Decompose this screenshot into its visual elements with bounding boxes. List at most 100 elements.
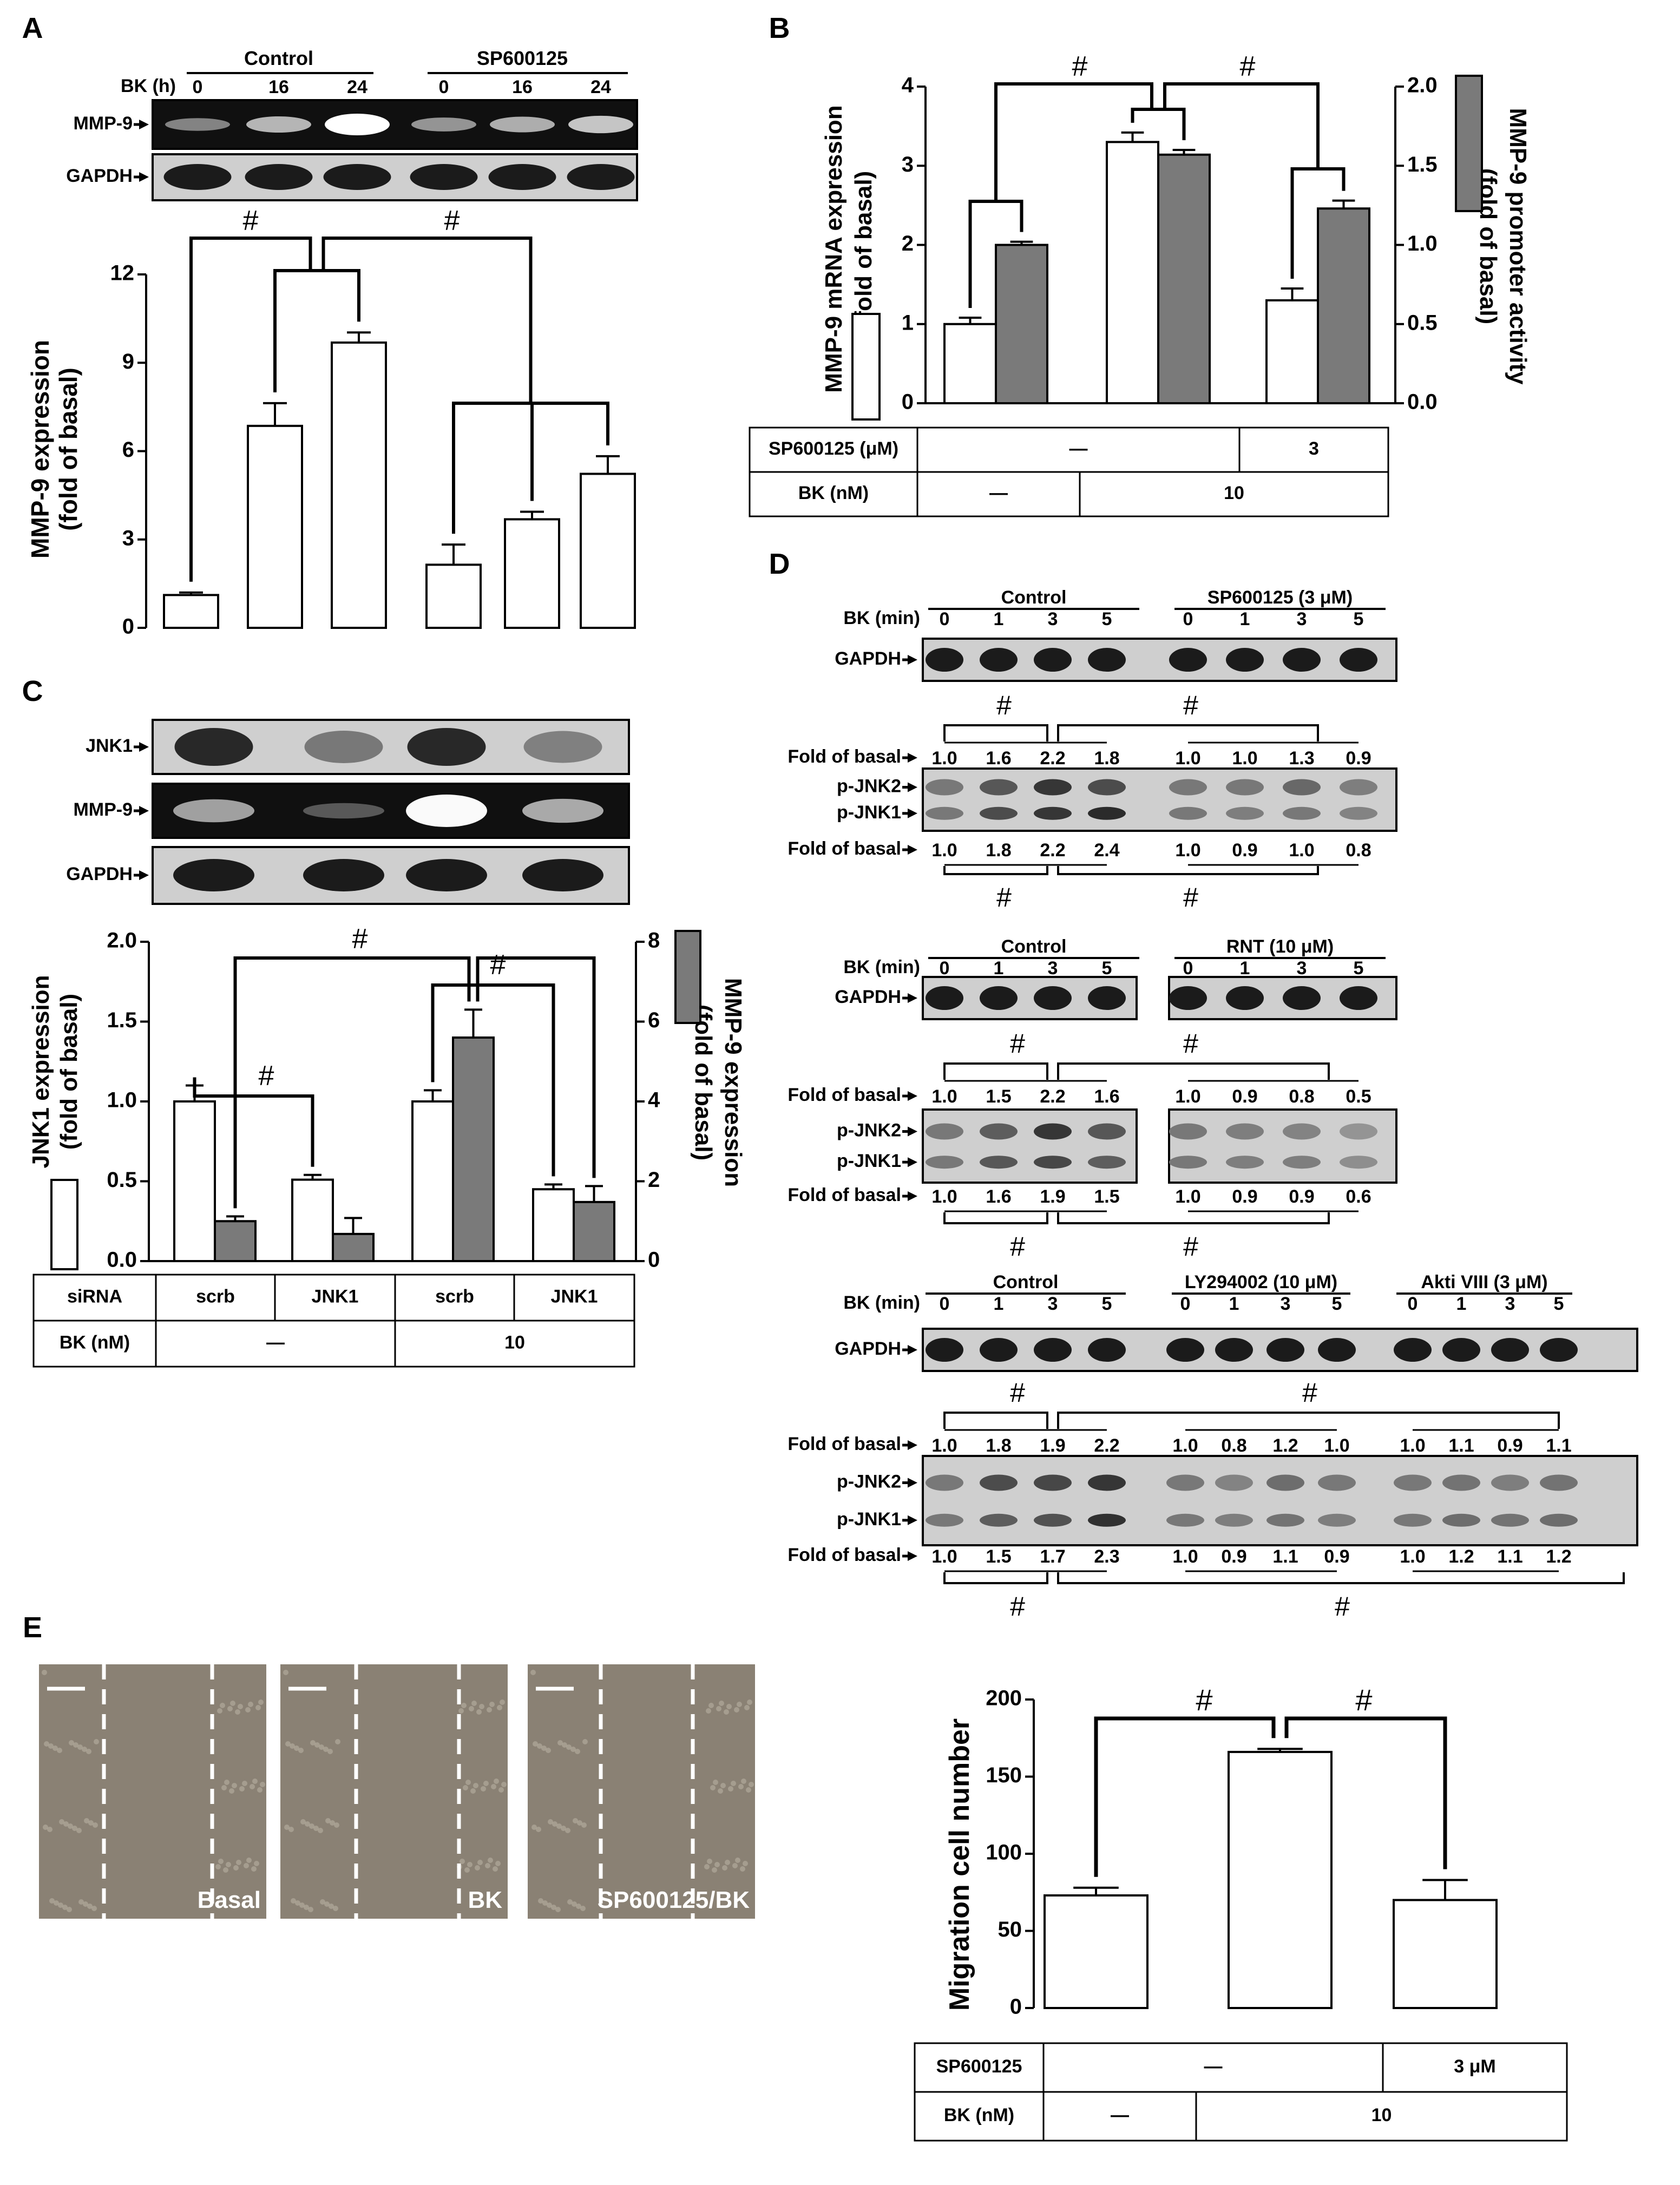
fold-value-jnk1: 1.9 (1040, 1186, 1065, 1207)
pjnk1-band (1166, 1513, 1204, 1527)
d-sig-mark: # (1010, 1377, 1025, 1408)
c-y-axis-left-tick-label: 0.5 (107, 1168, 137, 1192)
fold-value-jnk2: 0.9 (1232, 1086, 1257, 1107)
gapdh-band (245, 164, 313, 190)
b-bar-mrna (1106, 141, 1159, 404)
cell-texture (295, 1900, 300, 1906)
cell-texture (495, 1861, 501, 1866)
cell-texture (722, 1865, 727, 1871)
cell-texture (224, 1780, 229, 1785)
b-y-axis-left-tick-label: 2 (902, 232, 914, 255)
fold-value-jnk1: 1.2 (1448, 1546, 1474, 1567)
cell-texture (320, 1899, 325, 1905)
cell-texture (565, 1828, 570, 1833)
lane-label: 1 (1229, 1294, 1239, 1314)
pjnk1-band (1034, 806, 1072, 820)
cell-texture (713, 1780, 718, 1785)
pjnk2-band (1394, 1474, 1432, 1491)
cell-texture (533, 1741, 538, 1747)
cell-texture (555, 1907, 561, 1912)
pjnk2-band (926, 1123, 963, 1140)
e-y-axis-tick-label: 200 (986, 1687, 1022, 1710)
cell-texture (43, 1825, 48, 1830)
c-ylabel-right: MMP-9 expression (720, 978, 746, 1187)
fold-value-jnk2: 1.1 (1546, 1435, 1571, 1456)
gapdh-band (1034, 1338, 1072, 1362)
arrow-head (908, 782, 917, 792)
cell-texture (747, 1700, 752, 1705)
a-y-axis-tick-label: 3 (122, 526, 134, 550)
cell-texture (726, 1704, 732, 1709)
d-bracket (943, 1062, 1048, 1080)
cell-texture (708, 1703, 714, 1708)
cell-texture (223, 1867, 228, 1873)
panel-label-E: E (23, 1611, 42, 1644)
cell-texture (562, 1742, 567, 1748)
cell-texture (68, 1823, 73, 1829)
cell-texture (78, 1899, 84, 1905)
cell-texture (537, 1743, 542, 1749)
gapdh-band (1034, 986, 1072, 1010)
fold-value-jnk2: 1.6 (1094, 1086, 1119, 1107)
cell-texture (57, 1748, 62, 1753)
arrow-head (908, 1515, 917, 1525)
cell-texture (217, 1708, 222, 1714)
b-ylabel-right: MMP-9 promoter activity (1505, 108, 1531, 385)
arrow-head (139, 172, 149, 182)
pjnk2-band (1283, 1123, 1321, 1140)
c-bar-mmp9 (332, 1232, 375, 1263)
e-bar (1044, 1894, 1149, 2009)
cell-texture (580, 1906, 586, 1911)
c-sig-mark: # (259, 1060, 274, 1092)
lane-label: 0 (1183, 958, 1193, 979)
pjnk2-band (1540, 1474, 1578, 1491)
c-table-row-label: siRNA (67, 1286, 122, 1307)
blot-pjnk (922, 1455, 1638, 1546)
e-y-axis-tick-label: 100 (986, 1841, 1022, 1865)
cell-texture (232, 1783, 237, 1788)
pjnk2-band (1340, 779, 1377, 796)
d-bracket (943, 1412, 1048, 1429)
cell-texture (551, 1905, 556, 1910)
c-bar-jnk1 (173, 1100, 216, 1262)
mmp9-band (325, 114, 390, 135)
row-label-jnk1: JNK1 (86, 736, 133, 756)
c-ylabel-right: (fold of basal) (690, 1005, 717, 1160)
cell-texture (239, 1786, 245, 1792)
row-label-pjnk2: p-JNK2 (837, 1120, 901, 1140)
cell-texture (254, 1861, 259, 1866)
gapdh-band (1266, 1338, 1304, 1362)
row-label-pjnk1: p-JNK1 (837, 1509, 901, 1530)
e-bar (1393, 1899, 1498, 2009)
b-ylabel-left: MMP-9 mRNA expression (821, 105, 847, 392)
pjnk1-band (1169, 1156, 1207, 1169)
lane-label: 16 (512, 77, 533, 97)
cell-texture (724, 1709, 729, 1715)
pjnk2-band (1169, 1123, 1207, 1140)
cell-texture (575, 1749, 580, 1754)
pjnk1-band (980, 1156, 1018, 1169)
cell-texture (88, 1820, 94, 1826)
e-sig-mark: # (1196, 1683, 1212, 1717)
cell-texture (485, 1863, 490, 1868)
cell-texture (218, 1859, 224, 1864)
c-y-axis-right-tick-label: 2 (648, 1168, 660, 1192)
c-y-axis-left-tick-label: 2.0 (107, 929, 137, 953)
fold-value-jnk2: 1.2 (1272, 1435, 1298, 1456)
gapdh-band (323, 164, 391, 190)
cell-texture (707, 1859, 712, 1864)
cell-texture (47, 1827, 52, 1832)
d-bracket (943, 1212, 1048, 1224)
gapdh-band (1169, 986, 1207, 1010)
cell-texture (236, 1860, 241, 1865)
c-sig-mark: # (352, 923, 368, 955)
arrow-head (908, 1478, 917, 1488)
c-sig-mark: # (490, 949, 506, 981)
fold-value-jnk1: 1.2 (1546, 1546, 1571, 1567)
cell-texture (498, 1787, 504, 1793)
lane-label: 0 (439, 77, 449, 97)
cell-texture (561, 1826, 566, 1831)
blot-mmp9 (152, 99, 638, 150)
cell-texture (489, 1702, 495, 1707)
row-label-gapdh: GAPDH (66, 166, 133, 186)
